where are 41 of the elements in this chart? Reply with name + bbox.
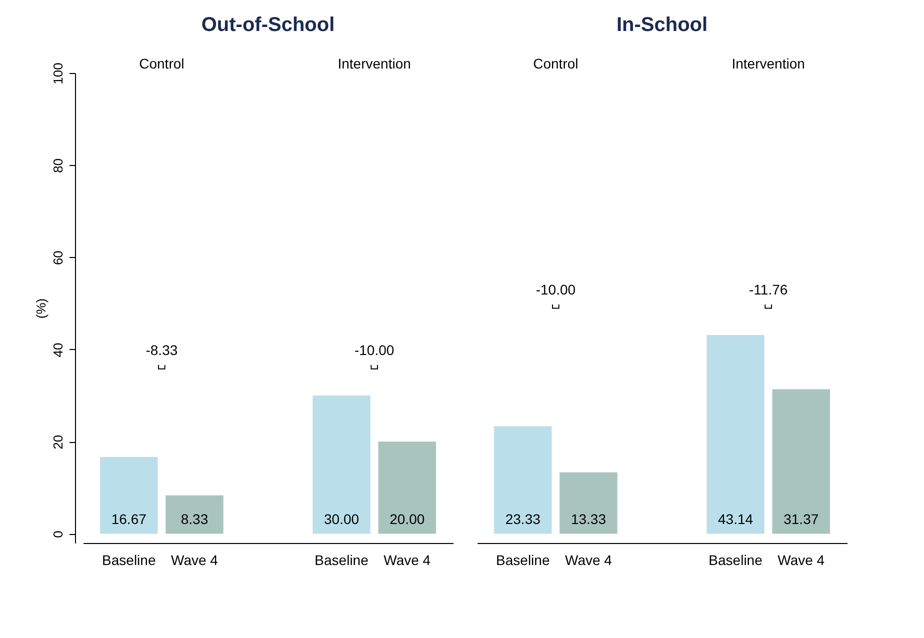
series-label: Wave 4	[171, 552, 218, 568]
text: Wave 4	[778, 552, 825, 568]
data-label: 31.37	[784, 510, 819, 527]
bar	[378, 442, 436, 534]
bar	[494, 426, 552, 534]
y-tick-label: 100	[50, 62, 66, 84]
bar	[100, 456, 158, 534]
x-tick-label: Control	[139, 56, 184, 72]
x-tick-label: Intervention	[338, 56, 411, 72]
text: Baseline	[314, 552, 368, 568]
chart-title: Out-of-School	[201, 14, 335, 36]
y-tick-label: 40	[50, 342, 66, 358]
y-tick-label: 0	[50, 530, 66, 538]
bar	[560, 472, 618, 534]
bar	[706, 335, 764, 534]
data-label: 23.33	[505, 510, 541, 527]
annotation: -11.76	[748, 281, 788, 298]
data-label: 8.33	[180, 510, 208, 527]
data-label: 30.00	[324, 510, 360, 527]
data-label: 20.00	[390, 510, 425, 527]
data-label: 13.33	[570, 510, 606, 527]
annotation: -10.00	[354, 342, 394, 358]
series-label: Wave 4	[565, 552, 612, 568]
text: Wave 4	[384, 552, 431, 568]
x-tick-label: Control	[533, 56, 578, 72]
y-axis-title: (%)	[34, 298, 48, 319]
y-tick-label: 20	[50, 434, 66, 450]
y-tick-label: 80	[50, 158, 66, 173]
bar	[166, 495, 224, 534]
x-tick-label: Intervention	[732, 56, 805, 72]
chart-title: In-School	[616, 14, 708, 36]
series-label: Baseline	[496, 552, 550, 568]
data-label: 43.14	[718, 510, 754, 527]
bar	[312, 396, 370, 534]
annotation: -8.33	[146, 342, 178, 358]
y-tick-label: 60	[50, 250, 66, 266]
data-label: 16.67	[111, 510, 147, 527]
series-label: Baseline	[102, 552, 156, 568]
annotation: -10.00	[536, 281, 576, 298]
bar	[772, 389, 830, 534]
text: Baseline	[708, 552, 762, 568]
